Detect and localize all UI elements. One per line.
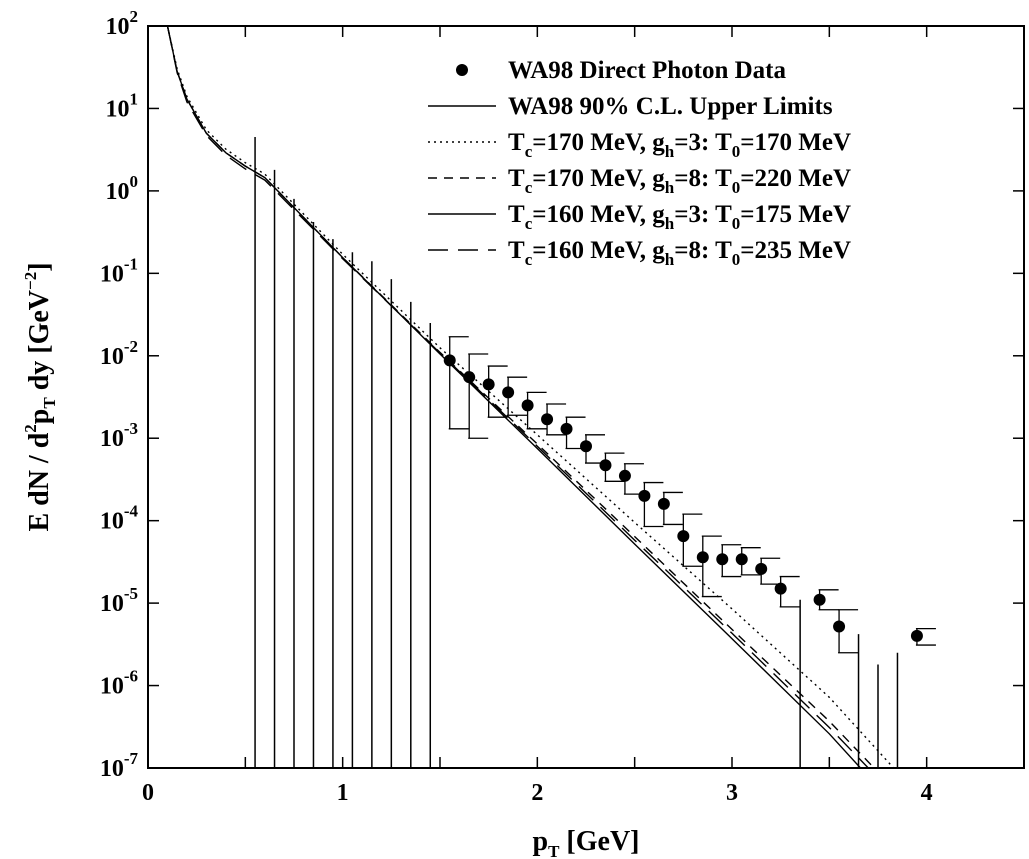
data-point [560,422,573,435]
x-tick-label: 4 [921,780,933,806]
data-point [755,562,768,575]
legend-label: Tc=170 MeV, gh=3: T0=170 MeV [508,129,851,161]
legend-label: Tc=170 MeV, gh=8: T0=220 MeV [508,165,851,197]
data-point-group [657,491,683,526]
upper-limit-lines [254,137,899,768]
x-axis-label: pT [GeV] [533,826,640,859]
x-tick-label: 3 [726,780,738,806]
data-point-group [638,481,664,528]
data-point-group [443,336,469,430]
data-point-group [502,376,528,416]
y-tick-label: 10-3 [100,419,138,452]
y-tick-label: 102 [106,7,139,40]
data-point [657,497,670,510]
legend-label: WA98 Direct Photon Data [508,57,786,84]
data-point [618,469,631,482]
data-point [813,593,826,606]
data-point-group [774,575,800,608]
data-point [541,413,554,426]
data-point-group [755,557,781,585]
legend-marker [456,64,468,76]
y-axis-label: E dN / d2pT dy [GeV−2] [21,262,59,531]
data-point-group [910,628,936,646]
plot-border [147,25,1025,769]
y-tick-label: 10-6 [100,667,138,700]
y-tick-labels: 102 101 100 10-1 10-2 10-3 10-4 10-5 10-6 10-7 [100,7,139,782]
x-tick-label: 1 [337,780,349,806]
curve-c3 [166,25,862,769]
y-tick-label: 10-7 [100,749,139,782]
data-point [599,459,612,472]
data-point [482,378,495,391]
axis-ticks [148,25,1025,769]
data-point-group [677,513,703,567]
y-tick-label: 10-4 [100,502,139,535]
data-point [833,620,846,633]
legend-label: Tc=160 MeV, gh=3: T0=175 MeV [508,201,851,233]
data-point [735,553,748,566]
data-point [580,440,592,453]
data-point [716,553,729,566]
data-point-group [521,391,547,430]
data-point-group [580,434,605,464]
data-point [521,399,534,412]
y-tick-label: 10-5 [100,584,138,617]
data-point-group [560,416,586,450]
y-tick-label: 100 [106,172,139,205]
data-point [463,371,476,384]
data-point-group [696,535,722,598]
data-point [638,489,651,502]
y-tick-label: 10-1 [100,254,138,287]
x-tick-label: 0 [142,780,154,806]
data-point [443,354,456,367]
curve-c4 [166,25,869,769]
y-tick-label: 101 [106,89,139,122]
plot-frame [147,25,1025,769]
y-tick-label: 10-2 [100,337,138,370]
data-point-group [735,547,761,576]
data-point [910,629,923,642]
data-point-group [813,589,839,611]
x-tick-label: 2 [531,780,543,806]
data-point-group [599,452,625,482]
data-points [443,336,936,654]
data-point-group [541,403,567,436]
data-point [774,582,787,595]
data-point [502,386,515,399]
curve-c1 [166,25,895,769]
model-curves [166,25,895,769]
data-point-group [833,609,859,654]
x-tick-labels: 0 1 2 3 4 [142,780,933,806]
legend-label: Tc=160 MeV, gh=8: T0=235 MeV [508,237,851,269]
legend-label: WA98 90% C.L. Upper Limits [508,93,833,120]
data-point-group [618,463,644,495]
legend: WA98 Direct Photon Data WA98 90% C.L. Upp… [428,57,851,269]
data-point-group [716,544,742,578]
data-point-group [463,353,489,439]
data-point [696,551,709,564]
data-point [677,530,690,543]
data-point-group [482,365,508,418]
